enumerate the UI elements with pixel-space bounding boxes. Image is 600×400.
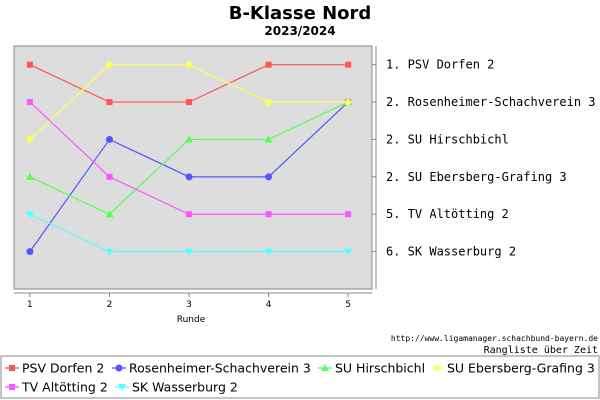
rank-axis: 1. PSV Dorfen 2 2. Rosenheimer-Schachvere… bbox=[372, 46, 596, 289]
rank-label: 2. SU Hirschbichl bbox=[386, 132, 509, 146]
data-point bbox=[105, 248, 114, 256]
legend-label: PSV Dorfen 2 bbox=[22, 361, 104, 376]
x-tick-label: 1 bbox=[27, 300, 33, 310]
data-point bbox=[185, 248, 194, 256]
data-point bbox=[26, 61, 33, 68]
data-point bbox=[105, 60, 114, 69]
data-point bbox=[106, 173, 113, 180]
x-tick-label: 5 bbox=[345, 300, 351, 310]
legend-item: SK Wasserburg 2 bbox=[115, 380, 238, 395]
data-point bbox=[264, 135, 273, 143]
chart-title: B-Klasse Nord bbox=[229, 3, 372, 24]
data-point bbox=[265, 211, 272, 218]
data-point bbox=[185, 60, 194, 69]
data-point bbox=[345, 61, 352, 68]
legend-marker bbox=[9, 384, 15, 390]
series-5 bbox=[26, 99, 352, 218]
legend-marker bbox=[321, 364, 329, 371]
legend-label: SU Hirschbichl bbox=[335, 361, 425, 376]
rank-label: 6. SK Wasserburg 2 bbox=[386, 245, 516, 259]
series-2 bbox=[26, 98, 352, 256]
data-point bbox=[25, 172, 34, 180]
source-caption: Rangliste über Zeit bbox=[484, 345, 598, 356]
legend-label: SK Wasserburg 2 bbox=[132, 380, 238, 395]
data-point bbox=[265, 173, 273, 181]
chart-subtitle: 2023/2024 bbox=[264, 24, 335, 38]
data-point bbox=[26, 248, 34, 256]
data-point bbox=[186, 211, 193, 218]
legend: PSV Dorfen 2 Rosenheimer-Schachverein 3 SU… bbox=[5, 361, 595, 395]
x-tick-label: 3 bbox=[186, 300, 192, 310]
legend-marker bbox=[115, 364, 123, 372]
rank-label: 2. SU Ebersberg-Grafing 3 bbox=[386, 170, 567, 184]
data-point bbox=[106, 99, 113, 106]
data-point bbox=[25, 135, 34, 144]
legend-label: TV Altötting 2 bbox=[21, 380, 108, 395]
data-point bbox=[264, 248, 273, 256]
data-point bbox=[185, 135, 194, 143]
rank-label: 5. TV Altötting 2 bbox=[386, 207, 509, 221]
series-6 bbox=[25, 211, 353, 256]
rank-label: 1. PSV Dorfen 2 bbox=[386, 58, 494, 72]
plot-area bbox=[13, 45, 373, 290]
source-url: http://www.ligamanager.schachbund-bayern… bbox=[391, 334, 598, 343]
data-point bbox=[25, 211, 34, 219]
data-point bbox=[105, 135, 113, 143]
data-point bbox=[265, 61, 272, 68]
legend-item: PSV Dorfen 2 bbox=[5, 361, 104, 376]
data-point bbox=[26, 99, 33, 106]
series-layer bbox=[25, 60, 353, 256]
data-point bbox=[345, 211, 352, 218]
legend-marker bbox=[118, 384, 126, 391]
legend-item: SU Ebersberg-Grafing 3 bbox=[430, 361, 595, 376]
legend-item: Rosenheimer-Schachverein 3 bbox=[112, 361, 311, 376]
legend-marker bbox=[9, 365, 15, 371]
data-point bbox=[344, 248, 353, 256]
legend-item: TV Altötting 2 bbox=[5, 380, 108, 395]
series-4 bbox=[25, 60, 353, 144]
rank-label: 2. Rosenheimer-Schachverein 3 bbox=[386, 95, 596, 109]
legend-item: SU Hirschbichl bbox=[318, 361, 425, 376]
x-tick-label: 4 bbox=[266, 300, 272, 310]
data-point bbox=[105, 210, 114, 218]
x-tick-label: 2 bbox=[107, 300, 113, 310]
legend-label: SU Ebersberg-Grafing 3 bbox=[447, 361, 595, 376]
x-axis: 1 2 3 4 5 bbox=[14, 292, 372, 310]
legend-marker bbox=[433, 364, 441, 372]
legend-box bbox=[0, 355, 600, 399]
data-point bbox=[185, 173, 193, 181]
x-axis-label: Runde bbox=[177, 315, 206, 325]
data-point bbox=[264, 98, 273, 107]
legend-label: Rosenheimer-Schachverein 3 bbox=[129, 361, 311, 376]
data-point bbox=[344, 98, 353, 107]
data-point bbox=[186, 99, 193, 106]
